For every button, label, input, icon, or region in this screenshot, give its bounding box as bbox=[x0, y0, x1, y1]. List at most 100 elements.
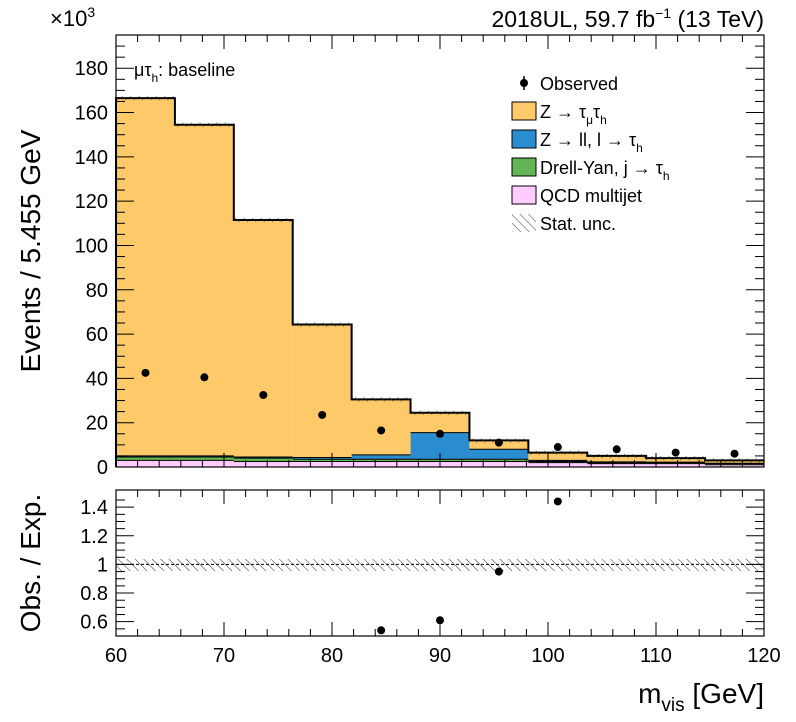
legend-label: Z → τμτh bbox=[540, 102, 607, 127]
bar-qcd-multijet-7 bbox=[528, 462, 588, 467]
stat-unc-0 bbox=[116, 96, 175, 101]
bar-drell-yan-j-h-3 bbox=[292, 459, 352, 462]
x-tick-label: 60 bbox=[105, 645, 127, 667]
bar-qcd-multijet-9 bbox=[646, 463, 706, 467]
stat-unc-9 bbox=[646, 456, 706, 461]
ratio-uncertainty-band bbox=[116, 559, 764, 571]
y-tick-label: 60 bbox=[86, 324, 108, 346]
bar-qcd-multijet-2 bbox=[233, 461, 293, 467]
main-panel: 0 20 40 60 80 100 120 140 160 180 bbox=[75, 34, 765, 479]
stat-unc-3 bbox=[292, 322, 352, 327]
observed-point-4 bbox=[377, 426, 386, 435]
y-tick-label: 20 bbox=[86, 413, 108, 435]
legend-entry-5: Stat. unc. bbox=[512, 214, 616, 234]
ratio-point-3 bbox=[553, 497, 562, 506]
bar-drell-yan-j-h-0 bbox=[116, 457, 175, 461]
legend-entry-1: Z → τμτh bbox=[511, 101, 607, 127]
legend: Observed Z → τμτh Z → ll, l → τh Drell-Yan,… bbox=[511, 74, 670, 234]
bar-qcd-multijet-10 bbox=[705, 464, 764, 467]
x-axis-title: mvis [GeV] bbox=[638, 678, 764, 716]
bar-drell-yan-j-h-7 bbox=[528, 461, 588, 463]
observed-point-8 bbox=[612, 445, 621, 454]
y-tick-label: 40 bbox=[86, 368, 108, 390]
bar-z-ll-l-h-7 bbox=[528, 460, 588, 462]
ratio-points bbox=[377, 497, 562, 635]
stat-unc-5 bbox=[410, 410, 470, 415]
bar-z-h-2 bbox=[233, 219, 293, 458]
stat-unc-1 bbox=[174, 122, 234, 127]
observed-point-2 bbox=[259, 391, 268, 399]
bar-z-h-5 bbox=[410, 412, 470, 433]
bar-z-ll-l-h-0 bbox=[116, 455, 175, 458]
legend-hatch-swatch bbox=[512, 214, 536, 232]
legend-label: Drell-Yan, j → τh bbox=[540, 158, 670, 183]
legend-swatch bbox=[511, 157, 537, 177]
y-tick-label: 0 bbox=[97, 457, 108, 479]
x-tick-label: 120 bbox=[747, 645, 780, 667]
observed-point-0 bbox=[141, 368, 150, 377]
bar-drell-yan-j-h-10 bbox=[705, 463, 764, 465]
ratio-panel: 0.6 0.8 1 1.2 1.4 60 70 80 90 100 110 120 bbox=[80, 489, 781, 667]
bar-drell-yan-j-h-8 bbox=[587, 462, 647, 464]
bar-z-ll-l-h-2 bbox=[233, 457, 293, 459]
legend-label: Stat. unc. bbox=[540, 214, 616, 234]
legend-swatch bbox=[511, 129, 537, 149]
legend-entry-4: QCD multijet bbox=[511, 185, 642, 206]
ratio-axis-ticks: 0.6 0.8 1 1.2 1.4 60 70 80 90 100 110 120 bbox=[80, 490, 781, 667]
ratio-y-tick-label: 1.2 bbox=[80, 526, 108, 548]
main-y-axis-title: Events / 5.455 GeV bbox=[15, 129, 46, 372]
ratio-y-tick-label: 1 bbox=[97, 554, 108, 576]
ratio-point-1 bbox=[436, 616, 444, 625]
legend-entry-3: Drell-Yan, j → τh bbox=[511, 157, 670, 183]
observed-point-9 bbox=[671, 448, 680, 457]
bar-qcd-multijet-6 bbox=[469, 461, 529, 467]
observed-point-5 bbox=[436, 429, 444, 438]
bar-z-ll-l-h-4 bbox=[351, 454, 411, 460]
bar-z-ll-l-h-3 bbox=[292, 457, 352, 460]
legend-swatch bbox=[511, 101, 537, 121]
y-tick-label: 160 bbox=[75, 103, 108, 125]
y-tick-label: 140 bbox=[75, 147, 108, 169]
y-tick-label: 120 bbox=[75, 191, 108, 213]
ratio-y-tick-label: 0.8 bbox=[80, 583, 108, 605]
y-tick-label: 80 bbox=[86, 280, 108, 302]
bar-z-h-0 bbox=[116, 98, 175, 456]
observed-points bbox=[141, 368, 739, 458]
bar-z-h-3 bbox=[292, 324, 352, 458]
bar-qcd-multijet-1 bbox=[174, 460, 234, 467]
bar-z-h-7 bbox=[528, 452, 588, 461]
x-tick-label: 70 bbox=[213, 645, 235, 667]
lumi-label: 2018UL, 59.7 fb−1 (13 TeV) bbox=[491, 5, 764, 32]
observed-point-7 bbox=[553, 443, 562, 452]
ratio-y-axis-title: Obs. / Exp. bbox=[15, 494, 46, 633]
y-tick-label: 100 bbox=[75, 235, 108, 257]
bar-drell-yan-j-h-9 bbox=[646, 462, 706, 464]
category-label: μτh: baseline bbox=[134, 60, 235, 85]
bar-z-h-1 bbox=[174, 124, 234, 456]
bar-qcd-multijet-4 bbox=[351, 461, 411, 467]
ratio-point-2 bbox=[494, 567, 503, 576]
bar-qcd-multijet-0 bbox=[116, 460, 175, 467]
stat-unc-10 bbox=[705, 458, 764, 463]
bar-drell-yan-j-h-1 bbox=[174, 457, 234, 461]
legend-entry-2: Z → ll, l → τh bbox=[511, 129, 643, 155]
ratio-y-tick-label: 1.4 bbox=[80, 497, 108, 519]
legend-label: Z → ll, l → τh bbox=[540, 130, 643, 155]
stacked-bars bbox=[116, 97, 764, 467]
stat-unc-2 bbox=[233, 217, 293, 222]
x-tick-label: 110 bbox=[640, 645, 672, 667]
ratio-y-tick-label: 0.6 bbox=[80, 612, 108, 634]
observed-point-1 bbox=[200, 373, 209, 382]
main-frame bbox=[115, 34, 765, 468]
x-tick-label: 90 bbox=[429, 645, 451, 667]
legend-swatch bbox=[511, 185, 537, 205]
bar-z-h-8 bbox=[587, 455, 647, 462]
y-exponent-label: ×103 bbox=[50, 4, 95, 31]
observed-point-6 bbox=[494, 438, 503, 447]
x-tick-label: 80 bbox=[321, 645, 343, 667]
main-axis-ticks: 0 20 40 60 80 100 120 140 160 180 bbox=[75, 34, 765, 479]
observed-point-10 bbox=[730, 449, 739, 458]
x-tick-label: 100 bbox=[531, 645, 564, 667]
legend-entry-0: Observed bbox=[520, 74, 618, 94]
